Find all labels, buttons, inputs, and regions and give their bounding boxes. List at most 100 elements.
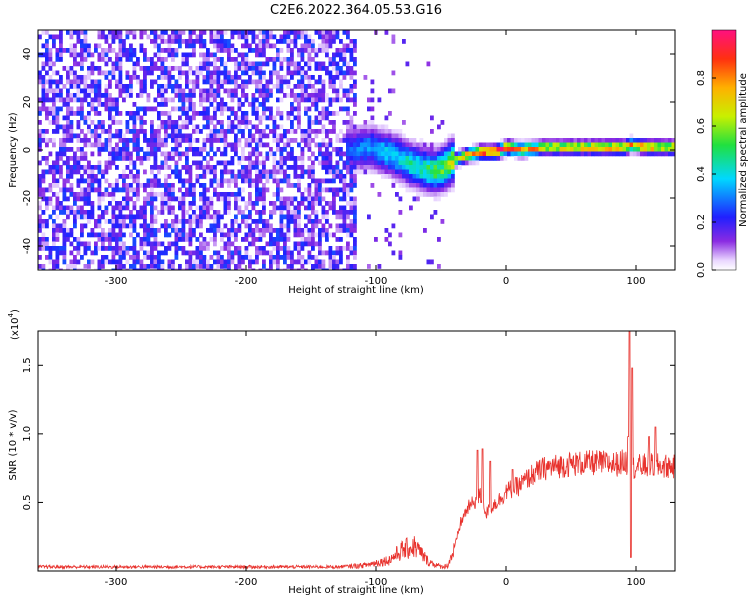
heatmap-cell: [328, 264, 333, 269]
heatmap-cell: [286, 30, 291, 35]
heatmap-cell: [426, 61, 431, 67]
heatmap-cell: [66, 66, 70, 71]
heatmap-cell: [52, 129, 56, 134]
heatmap-cell: [440, 183, 445, 188]
heatmap-cell: [279, 57, 284, 62]
heatmap-cell: [227, 52, 231, 58]
heatmap-cell: [237, 223, 242, 229]
heatmap-cell: [48, 75, 53, 80]
heatmap-cell: [258, 250, 263, 256]
heatmap-cell: [482, 147, 487, 152]
heatmap-cell: [115, 52, 119, 58]
heatmap-cell: [559, 147, 564, 152]
heatmap-cell: [125, 156, 130, 161]
heatmap-cell: [143, 120, 147, 125]
heatmap-cell: [181, 106, 186, 112]
heatmap-cell: [409, 138, 413, 143]
heatmap-cell: [38, 111, 42, 116]
heatmap-cell: [409, 160, 413, 166]
heatmap-cell: [62, 129, 67, 134]
heatmap-cell: [276, 142, 280, 148]
heatmap-cell: [234, 75, 238, 80]
heatmap-cell: [125, 70, 130, 76]
heatmap-cell: [164, 192, 168, 197]
heatmap-cell: [76, 165, 81, 170]
heatmap-cell: [318, 97, 322, 103]
heatmap-cell: [241, 165, 245, 170]
heatmap-cell: [209, 223, 214, 229]
heatmap-cell: [293, 84, 298, 89]
heatmap-cell: [125, 48, 130, 53]
heatmap-cell: [633, 151, 637, 157]
heatmap-cell: [258, 246, 263, 251]
heatmap-cell: [167, 39, 172, 44]
heatmap-cell: [80, 156, 84, 161]
heatmap-cell: [153, 142, 158, 148]
heatmap-cell: [104, 39, 109, 44]
heatmap-cell: [167, 232, 172, 238]
heatmap-cell: [52, 93, 56, 98]
heatmap-cell: [353, 61, 357, 67]
heatmap-cell: [52, 61, 56, 67]
heatmap-cell: [251, 138, 256, 143]
heatmap-cell: [80, 241, 84, 247]
heatmap-cell: [104, 165, 109, 170]
heatmap-cell: [241, 196, 245, 202]
heatmap-cell: [293, 268, 298, 270]
heatmap-cell: [279, 34, 284, 40]
heatmap-cell: [286, 43, 291, 49]
heatmap-cell: [402, 120, 406, 125]
heatmap-cell: [594, 147, 599, 152]
heatmap-cell: [122, 205, 126, 211]
heatmap-cell: [125, 120, 130, 125]
heatmap-cell: [293, 115, 298, 121]
heatmap-cell: [258, 237, 263, 242]
heatmap-cell: [433, 187, 438, 193]
heatmap-cell: [269, 93, 273, 98]
heatmap-cell: [73, 196, 77, 202]
heatmap-cell: [265, 174, 270, 179]
heatmap-cell: [241, 120, 245, 125]
heatmap-cell: [132, 214, 137, 220]
heatmap-cell: [412, 151, 417, 157]
heatmap-cell: [160, 111, 165, 116]
heatmap-cell: [69, 34, 74, 40]
heatmap-cell: [293, 183, 298, 188]
heatmap-cell: [349, 75, 354, 80]
heatmap-cell: [45, 142, 49, 148]
heatmap-cell: [118, 147, 123, 152]
heatmap-cell: [199, 66, 203, 71]
heatmap-cell: [216, 178, 221, 184]
heatmap-cell: [45, 48, 49, 53]
heatmap-cell: [335, 214, 340, 220]
heatmap-cell: [290, 138, 294, 143]
heatmap-cell: [307, 214, 312, 220]
heatmap-cell: [206, 196, 210, 202]
heatmap-cell: [328, 201, 333, 206]
heatmap-cell: [304, 30, 308, 35]
heatmap-cell: [66, 88, 70, 94]
heatmap-cell: [80, 147, 84, 152]
heatmap-cell: [73, 259, 77, 265]
heatmap-cell: [150, 30, 154, 35]
heatmap-cell: [143, 201, 147, 206]
heatmap-cell: [524, 151, 529, 157]
heatmap-cell: [146, 255, 151, 260]
heatmap-cell: [216, 219, 221, 224]
heatmap-cell: [160, 61, 165, 67]
heatmap-cell: [150, 129, 154, 134]
heatmap-cell: [377, 151, 382, 157]
heatmap-cell: [314, 178, 319, 184]
heatmap-cell: [353, 250, 357, 256]
heatmap-cell: [178, 169, 182, 175]
heatmap-cell: [248, 255, 252, 260]
heatmap-cell: [104, 57, 109, 62]
heatmap-cell: [433, 156, 438, 161]
heatmap-cell: [101, 93, 105, 98]
heatmap-cell: [115, 106, 119, 112]
heatmap-cell: [629, 147, 634, 152]
heatmap-cell: [650, 147, 655, 152]
heatmap-cell: [237, 210, 242, 215]
heatmap-cell: [444, 165, 448, 170]
heatmap-cell: [80, 88, 84, 94]
